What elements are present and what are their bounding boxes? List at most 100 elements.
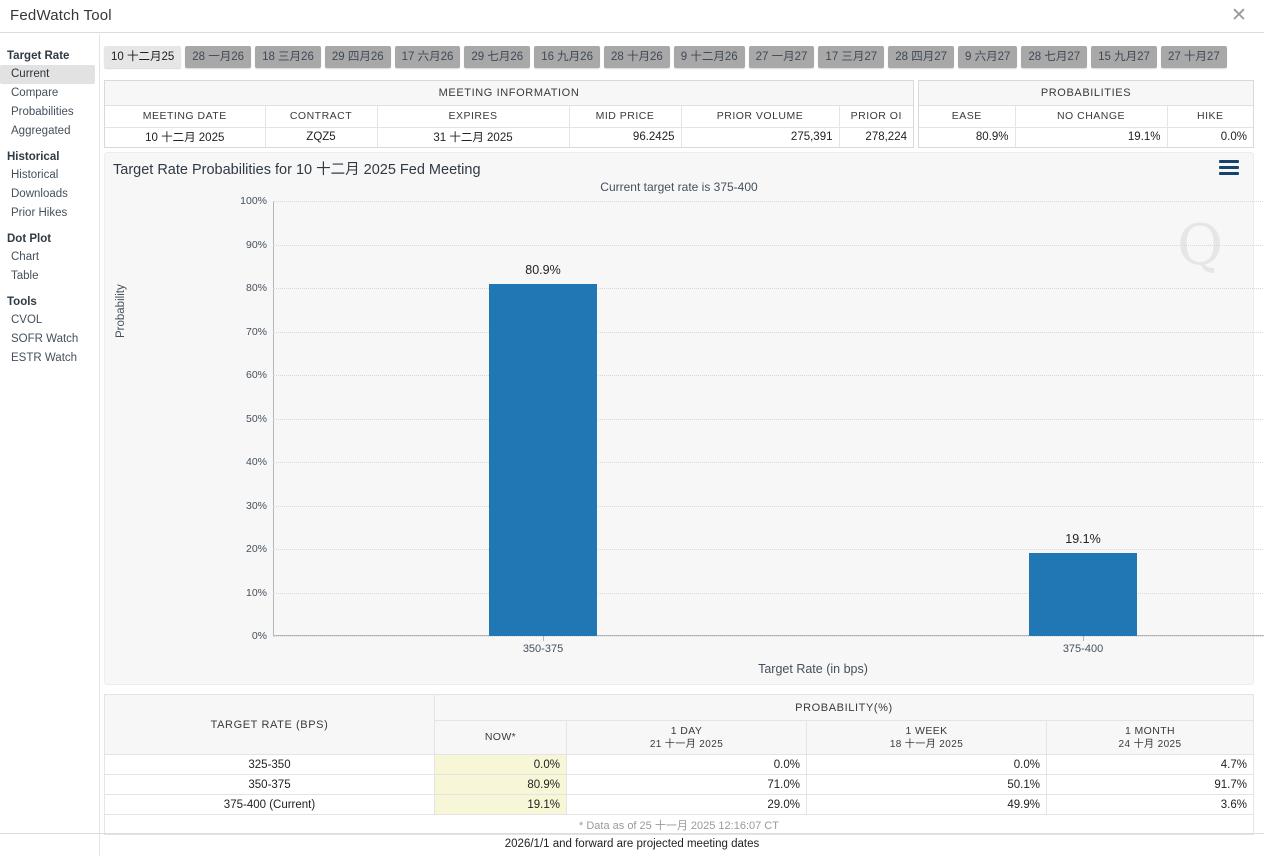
column-header-1-month: 1 MONTH 24 十月 2025 [1046, 720, 1254, 755]
column-header-label: NOW* [484, 731, 517, 743]
table-row: 375-400 (Current) 19.1% 29.0% 49.9% 3.6% [104, 794, 1254, 815]
cell-probability: 0.0% [806, 754, 1047, 775]
sidebar: Target Rate Current Compare Probabilities Ag… [0, 34, 100, 856]
grid-line [273, 462, 1264, 463]
y-axis-tick-label: 90% [245, 238, 267, 251]
grid-line [273, 375, 1264, 376]
sidebar-item-probabilities[interactable]: Probabilities [11, 106, 74, 118]
grid-line [273, 549, 1264, 550]
column-header-date: 21 十一月 2025 [649, 738, 724, 750]
sidebar-item-cvol[interactable]: CVOL [11, 314, 43, 326]
cell-probability: 50.1% [806, 774, 1047, 795]
cell-no-change: 19.1% [1015, 127, 1168, 147]
grid-line [273, 592, 1264, 594]
sidebar-item-current[interactable]: Current [0, 65, 95, 84]
sidebar-item-historical[interactable]: Historical [11, 169, 59, 181]
hamburger-menu-icon[interactable] [1219, 160, 1239, 176]
y-axis-label: Probability [115, 284, 127, 338]
table-header-row: EASE NO CHANGE HIKE [919, 106, 1253, 128]
row-header-target-rate: 350-375 [104, 774, 435, 795]
meeting-tab-9[interactable]: 27 一月27 [748, 46, 815, 68]
meeting-tab-6[interactable]: 16 九月26 [534, 46, 600, 68]
meeting-tab-3[interactable]: 29 四月26 [324, 46, 391, 68]
column-header-probability-group: PROBABILITY(%) [434, 694, 1254, 721]
column-header-now: NOW* [434, 720, 567, 755]
meeting-tab-8[interactable]: 9 十二月26 [673, 46, 745, 68]
probabilities-caption: PROBABILITIES [919, 81, 1253, 106]
grid-line [273, 288, 1264, 289]
meeting-tab-4[interactable]: 17 六月26 [394, 46, 461, 68]
grid-line [273, 244, 1264, 246]
cell-prior-volume: 275,391 [681, 127, 840, 147]
meeting-date-tabs: 10 十二月25 28 一月26 18 三月26 29 四月26 17 六月26 29 七… [104, 46, 1254, 70]
meeting-tab-13[interactable]: 28 七月27 [1021, 46, 1088, 68]
column-header-mid-price: MID PRICE [569, 106, 682, 128]
bar-value-label: 80.9% [525, 263, 561, 278]
meeting-information-panel: MEETING INFORMATION MEETING DATE CONTRAC… [104, 80, 914, 148]
meeting-tab-15[interactable]: 27 十月27 [1160, 46, 1227, 68]
meeting-tab-1[interactable]: 28 一月26 [185, 46, 252, 68]
meeting-tab-10[interactable]: 17 三月27 [818, 46, 885, 68]
cell-probability: 29.0% [566, 794, 807, 815]
column-header-prior-oi: PRIOR OI [839, 106, 913, 128]
page-title: FedWatch Tool [10, 7, 112, 24]
cell-mid-price: 96.2425 [569, 127, 682, 147]
sidebar-item-compare[interactable]: Compare [11, 87, 59, 99]
column-header-label: 1 WEEK [905, 724, 948, 737]
sidebar-item-table[interactable]: Table [11, 270, 39, 282]
meeting-tab-0[interactable]: 10 十二月25 [104, 46, 182, 68]
y-axis-tick-label: 50% [245, 412, 267, 425]
probabilities-table: EASE NO CHANGE HIKE 80.9% 19.1% 0.0% [919, 106, 1253, 147]
meeting-tab-5[interactable]: 29 七月26 [464, 46, 531, 68]
x-axis-label: Target Rate (in bps) [758, 662, 868, 676]
y-axis-tick-label: 100% [240, 195, 267, 207]
table-row: 80.9% 19.1% 0.0% [919, 127, 1253, 147]
row-header-target-rate: 375-400 (Current) [104, 794, 435, 815]
column-header-date: 18 十一月 2025 [889, 738, 964, 750]
meeting-tab-2[interactable]: 18 三月26 [255, 46, 321, 68]
column-header-target-rate: TARGET RATE (BPS) [104, 694, 435, 755]
probability-table: TARGET RATE (BPS) PROBABILITY(%) NOW* 1 D… [104, 694, 1254, 835]
sidebar-item-prior-hikes[interactable]: Prior Hikes [11, 207, 68, 219]
meeting-tab-14[interactable]: 15 九月27 [1091, 46, 1157, 68]
cell-probability: 71.0% [566, 774, 807, 795]
cell-probability: 19.1% [434, 794, 567, 815]
bar-350-375[interactable] [489, 284, 597, 636]
bar-375-400[interactable] [1029, 552, 1137, 636]
probabilities-panel: PROBABILITIES EASE NO CHANGE HIKE 80.9% … [918, 80, 1254, 148]
sidebar-item-estr-watch[interactable]: ESTR Watch [11, 352, 78, 364]
x-axis-line [273, 635, 1264, 636]
column-header-ease: EASE [919, 106, 1016, 128]
cell-probability: 3.6% [1046, 794, 1254, 815]
sidebar-item-chart[interactable]: Chart [11, 251, 40, 263]
column-header-1-day: 1 DAY 21 十一月 2025 [566, 720, 807, 755]
column-header-contract: CONTRACT [265, 106, 378, 128]
sidebar-item-downloads[interactable]: Downloads [11, 188, 68, 200]
cell-meeting-date: 10 十二月 2025 [105, 127, 266, 147]
meeting-tab-11[interactable]: 28 四月27 [888, 46, 954, 68]
x-axis-tick-mark [1083, 636, 1084, 641]
sidebar-group-title: Target Rate [7, 50, 70, 62]
cell-hike: 0.0% [1220, 131, 1247, 144]
table-footnote-row: * Data as of 25 十一月 2025 12:16:07 CT [104, 814, 1254, 835]
column-header-hike: HIKE [1167, 106, 1253, 128]
sidebar-item-sofr-watch[interactable]: SOFR Watch [11, 333, 79, 345]
table-row: 10 十二月 2025 ZQZ5 31 十二月 2025 96.2425 275… [105, 127, 913, 147]
cell-prior-oi: 278,224 [865, 131, 907, 144]
grid-line [273, 418, 1264, 420]
y-axis-tick-label: 10% [245, 586, 267, 599]
footer-divider [0, 833, 1264, 834]
cell-probability: 49.9% [806, 794, 1047, 815]
close-icon[interactable]: ✕ [1231, 5, 1247, 26]
meeting-tab-12[interactable]: 9 六月27 [957, 46, 1018, 68]
sidebar-item-aggregated[interactable]: Aggregated [11, 125, 71, 137]
bar-value-label: 19.1% [1065, 531, 1101, 546]
grid-line [273, 201, 1264, 202]
meeting-tab-7[interactable]: 28 十月26 [603, 46, 670, 68]
x-axis-tick-mark [543, 636, 544, 641]
column-header-no-change: NO CHANGE [1015, 106, 1168, 128]
x-axis-tick-label: 350-375 [522, 643, 564, 655]
sidebar-group-title: Dot Plot [7, 233, 52, 245]
sidebar-group-title: Historical [7, 151, 60, 163]
